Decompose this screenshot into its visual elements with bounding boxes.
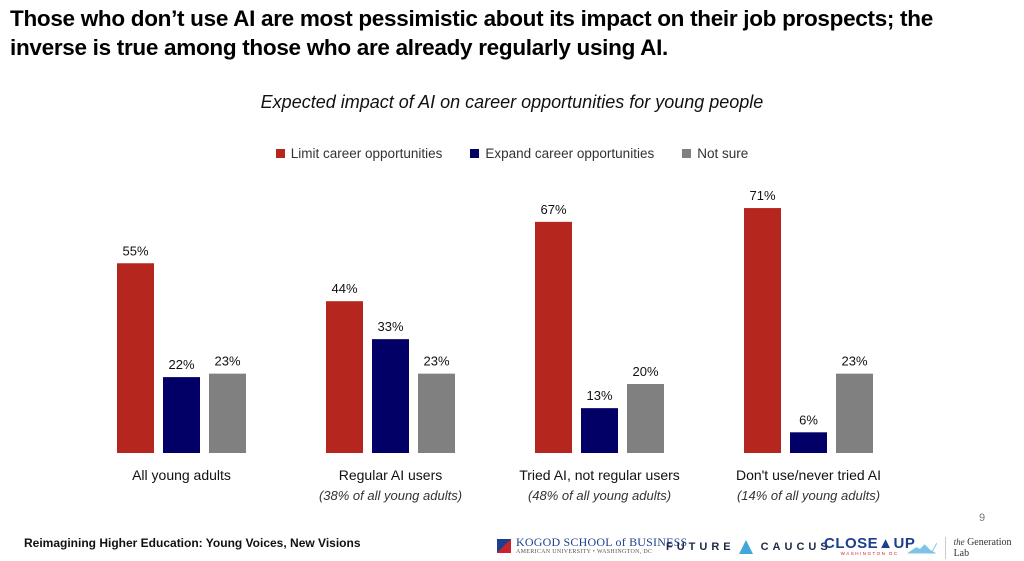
data-label: 71% xyxy=(749,188,775,203)
bar-expand-career-opportunities-2 xyxy=(581,408,618,453)
closeup-logo: CLOSE▲UP WASHINGTON DC xyxy=(824,536,915,556)
bar-not-sure-1 xyxy=(418,373,455,453)
kogod-logo-text: KOGOD SCHOOL of BUSINESS xyxy=(516,535,688,549)
generation-lab-text: Generation Lab xyxy=(953,537,1012,559)
bar-limit-career-opportunities-3 xyxy=(744,208,781,453)
category-label: Regular AI users xyxy=(339,467,443,483)
data-label: 67% xyxy=(540,202,566,217)
legend-label-expand: Expand career opportunities xyxy=(485,146,655,161)
bar-expand-career-opportunities-3 xyxy=(790,432,827,453)
category-label: Don't use/never tried AI xyxy=(736,467,881,483)
bar-expand-career-opportunities-0 xyxy=(163,377,200,453)
category-label: All young adults xyxy=(132,467,231,483)
category-note: (48% of all young adults) xyxy=(528,488,671,503)
category-note: (38% of all young adults) xyxy=(319,488,462,503)
data-label: 22% xyxy=(168,357,194,372)
legend-item-expand: Expand career opportunities xyxy=(470,146,654,161)
future-caucus-logo: FUTURE CAUCUS xyxy=(666,540,832,554)
mountain-icon xyxy=(907,543,937,554)
data-label: 23% xyxy=(214,354,240,369)
data-label: 55% xyxy=(122,243,148,258)
legend-label-limit: Limit career opportunities xyxy=(290,146,443,161)
logo-divider xyxy=(944,537,946,559)
legend-swatch-limit xyxy=(275,149,285,158)
data-label: 20% xyxy=(632,364,658,379)
page-number: 9 xyxy=(979,512,986,524)
data-label: 13% xyxy=(586,388,612,403)
legend-item-not-sure: Not sure xyxy=(682,146,748,161)
data-label: 44% xyxy=(331,281,357,296)
legend-item-limit: Limit career opportunities xyxy=(275,146,443,161)
generation-lab-logo: the Generation Lab xyxy=(907,537,1024,559)
headline: Those who don’t use AI are most pessimis… xyxy=(10,6,933,60)
kogod-logo-subtext: AMERICAN UNIVERSITY • WASHINGTON, DC xyxy=(516,549,653,555)
kogod-logo: KOGOD SCHOOL of BUSINESS AMERICAN UNIVER… xyxy=(497,536,687,555)
bar-not-sure-2 xyxy=(627,384,664,453)
legend-swatch-not-sure xyxy=(682,149,692,158)
bar-limit-career-opportunities-0 xyxy=(117,263,154,453)
footer-title: Reimagining Higher Education: Young Voic… xyxy=(24,536,361,550)
caucus-text: CAUCUS xyxy=(760,541,832,553)
closeup-logo-text: CLOSE▲UP xyxy=(824,535,916,552)
future-text: FUTURE xyxy=(666,541,735,553)
legend: Limit career opportunities Expand career… xyxy=(0,146,1024,161)
bar-not-sure-3 xyxy=(836,373,873,453)
closeup-logo-subtext: WASHINGTON DC xyxy=(840,551,899,556)
triangle-icon xyxy=(738,540,753,554)
legend-label-not-sure: Not sure xyxy=(697,146,749,161)
data-label: 33% xyxy=(377,319,403,334)
american-university-icon xyxy=(497,538,511,553)
bar-limit-career-opportunities-2 xyxy=(535,221,572,453)
data-label: 23% xyxy=(423,354,449,369)
data-label: 23% xyxy=(841,354,867,369)
generation-lab-prefix: the xyxy=(953,537,965,547)
chart-title: Expected impact of AI on career opportun… xyxy=(260,92,764,112)
bar-limit-career-opportunities-1 xyxy=(326,301,363,453)
category-label: Tried AI, not regular users xyxy=(519,467,680,483)
legend-swatch-expand xyxy=(470,149,480,158)
data-label: 6% xyxy=(799,412,818,427)
category-note: (14% of all young adults) xyxy=(737,488,880,503)
bar-not-sure-0 xyxy=(209,373,246,453)
bar-expand-career-opportunities-1 xyxy=(372,339,409,453)
